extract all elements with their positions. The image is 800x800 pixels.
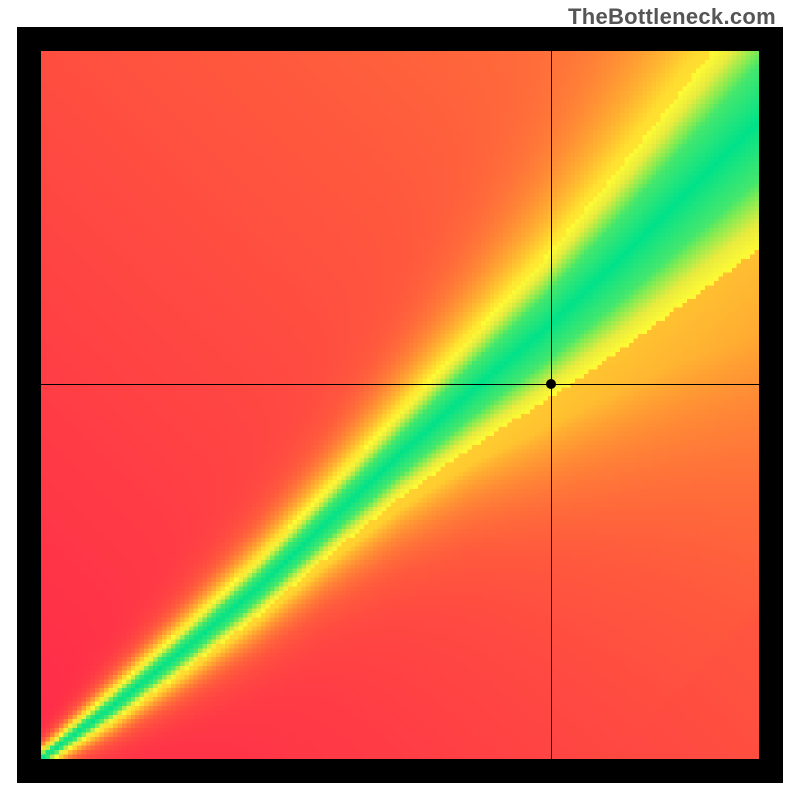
crosshair-vertical [551, 51, 552, 759]
plot-outer-border [17, 27, 783, 783]
crosshair-marker [546, 379, 556, 389]
crosshair-horizontal [41, 384, 759, 385]
heatmap-canvas [41, 51, 759, 759]
plot-inner [41, 51, 759, 759]
